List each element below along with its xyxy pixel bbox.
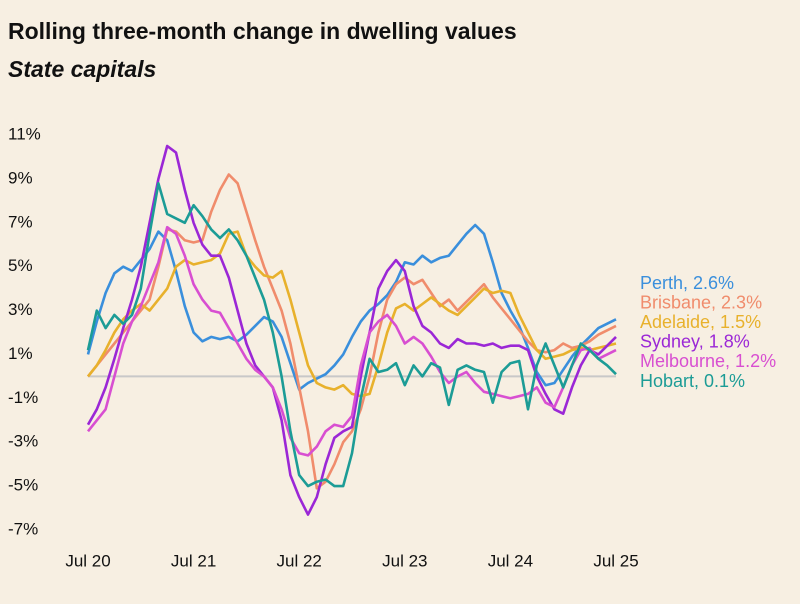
legend-label: Hobart, 0.1% [640, 371, 745, 391]
x-tick-label: Jul 25 [593, 551, 638, 570]
series-line [86, 223, 617, 391]
x-tick-label: Jul 20 [65, 551, 110, 570]
y-tick-label: 9% [8, 168, 33, 187]
series-line [86, 144, 617, 516]
y-tick-label: 3% [8, 300, 33, 319]
y-tick-label: 11% [8, 124, 41, 143]
legend-label: Perth, 2.6% [640, 273, 734, 293]
series-line [86, 182, 617, 488]
x-tick-label: Jul 23 [382, 551, 427, 570]
legend-label: Melbourne, 1.2% [640, 351, 776, 371]
x-tick-label: Jul 24 [488, 551, 533, 570]
y-tick-label: 5% [8, 256, 33, 275]
series-line [86, 173, 617, 490]
chart-title: Rolling three-month change in dwelling v… [8, 18, 517, 44]
chart-subtitle: State capitals [8, 56, 156, 82]
x-tick-label: Jul 21 [171, 551, 216, 570]
y-tick-label: -5% [8, 476, 38, 495]
y-tick-label: -7% [8, 519, 38, 538]
y-tick-label: -3% [8, 432, 38, 451]
series-line [86, 230, 617, 398]
y-tick-label: -1% [8, 388, 38, 407]
y-tick-label: 1% [8, 344, 33, 363]
legend-label: Adelaide, 1.5% [640, 312, 761, 332]
legend-label: Sydney, 1.8% [640, 332, 750, 352]
legend-label: Brisbane, 2.3% [640, 292, 762, 312]
series-line [86, 225, 617, 457]
x-tick-label: Jul 22 [277, 551, 322, 570]
y-tick-label: 7% [8, 212, 33, 231]
